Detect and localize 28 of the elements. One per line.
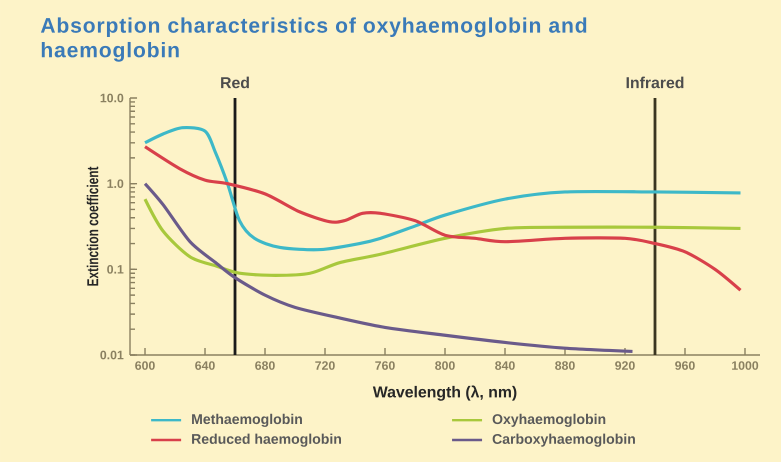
y-tick-label: 10.0 — [100, 94, 124, 102]
y-tick-label: 0.1 — [107, 264, 124, 274]
line-series — [143, 182, 634, 354]
x-tick-label: 600 — [135, 361, 155, 370]
chart-title: Absorption characteristics of oxyhaemoglobin and haemoglobin — [40, 17, 586, 62]
x-tick-label: 720 — [315, 361, 335, 370]
x-tick-label: 880 — [555, 361, 575, 370]
y-tick-label: 0.01 — [100, 350, 124, 360]
line-series — [143, 198, 742, 277]
x-tick-label: 920 — [615, 361, 635, 370]
legend-label: Oxyhaemoglobin — [492, 414, 606, 427]
y-axis-title: Extinction coefficient — [86, 166, 98, 286]
x-tick-label: 1000 — [732, 361, 758, 370]
line-series — [143, 126, 742, 252]
x-tick-label: 840 — [495, 361, 515, 370]
ref-line-label: Infrared — [626, 76, 684, 88]
x-axis-title: Wavelength (λ, nm) — [372, 385, 516, 401]
x-tick-label: 680 — [255, 361, 275, 370]
x-tick-label: 960 — [675, 361, 695, 370]
x-tick-label: 800 — [435, 361, 455, 370]
x-tick-label: 760 — [375, 361, 395, 370]
line-series — [143, 145, 742, 292]
y-tick-label: 1.0 — [107, 179, 124, 188]
x-tick-label: 640 — [195, 361, 215, 370]
legend-label: Methaemoglobin — [192, 414, 302, 427]
ref-line-label: Red — [221, 76, 249, 88]
legend-label: Reduced haemoglobin — [192, 434, 342, 447]
legend-label: Carboxyhaemoglobin — [492, 434, 635, 447]
